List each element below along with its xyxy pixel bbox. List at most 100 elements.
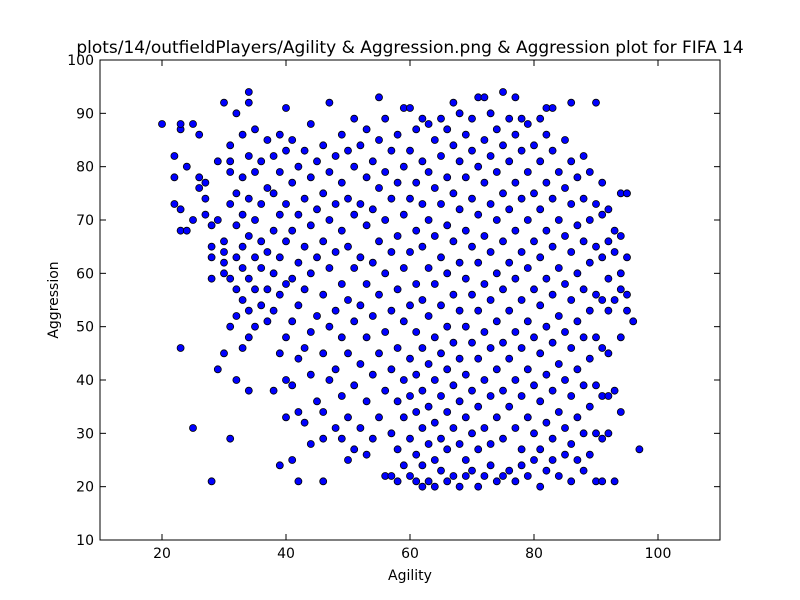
scatter-point [381, 386, 390, 395]
scatter-point [449, 424, 458, 432]
scatter-point [282, 200, 290, 208]
scatter-point [536, 205, 545, 214]
scatter-point [325, 264, 334, 272]
scatter-point [505, 306, 514, 315]
scatter-point [263, 184, 272, 192]
scatter-point [182, 226, 191, 235]
scatter-point [350, 162, 359, 171]
scatter-point [486, 461, 495, 470]
scatter-point [257, 200, 266, 208]
scatter-point [158, 120, 166, 128]
scatter-point [393, 397, 402, 406]
scatter-point [598, 434, 607, 443]
scatter-point [437, 200, 445, 208]
scatter-point [449, 290, 458, 299]
scatter-point [213, 216, 222, 224]
scatter-point [319, 141, 328, 150]
scatter-point [579, 466, 588, 475]
scatter-point [381, 168, 390, 176]
scatter-point [449, 189, 458, 198]
scatter-point [257, 264, 266, 272]
scatter-point [616, 285, 625, 294]
scatter-point [505, 466, 514, 475]
scatter-point [189, 120, 197, 128]
scatter-point [362, 280, 371, 288]
scatter-point [554, 216, 563, 224]
scatter-point [238, 210, 247, 219]
scatter-point [418, 157, 427, 166]
scatter-point [610, 477, 619, 486]
scatter-point [424, 477, 433, 486]
scatter-point [455, 205, 464, 214]
scatter-point [269, 306, 278, 315]
scatter-point [424, 264, 433, 272]
scatter-point [523, 365, 532, 374]
scatter-point [263, 317, 272, 326]
scatter-point [517, 146, 526, 155]
scatter-point [616, 333, 625, 342]
scatter-point [604, 429, 613, 438]
y-tick-label: 10 [76, 533, 94, 549]
scatter-point [455, 306, 464, 315]
scatter-point [269, 269, 278, 278]
scatter-point [319, 434, 328, 443]
scatter-point [350, 445, 359, 454]
scatter-point [368, 434, 377, 443]
scatter-point [505, 258, 514, 267]
scatter-point [244, 274, 253, 283]
scatter-point [337, 392, 346, 400]
scatter-point [313, 205, 321, 214]
scatter-point [387, 365, 396, 374]
scatter-point [579, 429, 588, 438]
scatter-point [499, 285, 507, 294]
scatter-point [616, 269, 625, 278]
scatter-point [449, 472, 458, 480]
scatter-point [567, 248, 576, 256]
scatter-point [399, 162, 408, 171]
scatter-point [461, 370, 470, 379]
scatter-point [554, 472, 563, 480]
scatter-point [213, 365, 222, 374]
scatter-point [244, 98, 253, 107]
scatter-point [635, 445, 644, 454]
scatter-point [207, 477, 216, 486]
scatter-point [387, 306, 396, 315]
scatter-point [492, 125, 501, 134]
scatter-point [554, 360, 563, 368]
scatter-point [176, 205, 185, 214]
scatter-point [331, 306, 340, 315]
y-tick-label: 90 [76, 106, 94, 122]
scatter-point [567, 440, 576, 448]
scatter-point [567, 296, 576, 304]
scatter-point [275, 253, 284, 262]
scatter-point [561, 424, 569, 432]
scatter-point [306, 173, 315, 182]
scatter-point [282, 413, 290, 422]
scatter-point [220, 269, 228, 278]
scatter-point [554, 264, 563, 272]
scatter-point [455, 354, 464, 363]
scatter-point [598, 296, 607, 304]
scatter-point [226, 322, 235, 331]
scatter-point [461, 322, 470, 331]
scatter-point [610, 386, 619, 395]
scatter-point [474, 258, 483, 267]
scatter-point [517, 296, 526, 304]
scatter-point [331, 152, 340, 160]
scatter-point [530, 381, 538, 390]
scatter-point [412, 328, 421, 336]
scatter-point [170, 200, 179, 208]
scatter-point [548, 456, 557, 464]
scatter-point [207, 274, 216, 283]
scatter-point [474, 162, 483, 171]
scatter-point [567, 98, 576, 107]
scatter-point [548, 242, 557, 251]
scatter-point [598, 344, 607, 352]
scatter-point [207, 221, 216, 230]
scatter-point [399, 376, 408, 384]
scatter-point [542, 130, 551, 139]
scatter-point [561, 376, 569, 384]
scatter-point [350, 114, 359, 123]
scatter-point [331, 365, 340, 374]
scatter-point [523, 317, 532, 326]
